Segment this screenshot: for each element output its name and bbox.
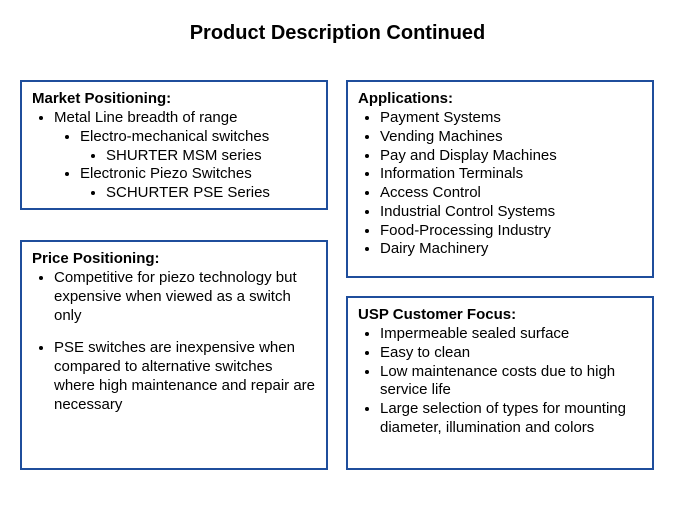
- apps-list: Payment Systems Vending Machines Pay and…: [358, 109, 642, 259]
- list-item-label: Electro-mechanical switches: [80, 128, 269, 145]
- list-item-label: Metal Line breadth of range: [54, 109, 237, 126]
- market-subsublist: SCHURTER PSE Series: [80, 184, 316, 203]
- list-item: Impermeable sealed surface: [380, 325, 642, 344]
- usp-list: Impermeable sealed surface Easy to clean…: [358, 325, 642, 438]
- spacer: [32, 325, 316, 339]
- list-item: Low maintenance costs due to high servic…: [380, 363, 642, 401]
- slide: Product Description Continued Market Pos…: [0, 0, 675, 506]
- price-list-2: PSE switches are inexpensive when compar…: [32, 339, 316, 414]
- apps-heading: Applications:: [358, 90, 642, 107]
- applications-box: Applications: Payment Systems Vending Ma…: [346, 80, 654, 278]
- list-item: Access Control: [380, 184, 642, 203]
- list-item: Payment Systems: [380, 109, 642, 128]
- price-positioning-box: Price Positioning: Competitive for piezo…: [20, 240, 328, 470]
- list-item-label: Electronic Piezo Switches: [80, 165, 252, 182]
- list-item: SHURTER MSM series: [106, 147, 316, 166]
- list-item: Food-Processing Industry: [380, 222, 642, 241]
- list-item: Information Terminals: [380, 165, 642, 184]
- list-item: Electro-mechanical switches SHURTER MSM …: [80, 128, 316, 166]
- usp-heading: USP Customer Focus:: [358, 306, 642, 323]
- list-item: Industrial Control Systems: [380, 203, 642, 222]
- price-list: Competitive for piezo technology but exp…: [32, 269, 316, 325]
- market-positioning-box: Market Positioning: Metal Line breadth o…: [20, 80, 328, 210]
- list-item: Pay and Display Machines: [380, 147, 642, 166]
- list-item: Competitive for piezo technology but exp…: [54, 269, 316, 325]
- market-sublist: Electro-mechanical switches SHURTER MSM …: [54, 128, 316, 203]
- market-heading: Market Positioning:: [32, 90, 316, 107]
- list-item: Dairy Machinery: [380, 240, 642, 259]
- list-item: Electronic Piezo Switches SCHURTER PSE S…: [80, 165, 316, 203]
- list-item: PSE switches are inexpensive when compar…: [54, 339, 316, 414]
- page-title: Product Description Continued: [0, 22, 675, 45]
- usp-customer-focus-box: USP Customer Focus: Impermeable sealed s…: [346, 296, 654, 470]
- list-item: Metal Line breadth of range Electro-mech…: [54, 109, 316, 203]
- price-heading: Price Positioning:: [32, 250, 316, 267]
- list-item: SCHURTER PSE Series: [106, 184, 316, 203]
- market-subsublist: SHURTER MSM series: [80, 147, 316, 166]
- market-list: Metal Line breadth of range Electro-mech…: [32, 109, 316, 203]
- list-item: Vending Machines: [380, 128, 642, 147]
- list-item: Easy to clean: [380, 344, 642, 363]
- list-item: Large selection of types for mounting di…: [380, 400, 642, 438]
